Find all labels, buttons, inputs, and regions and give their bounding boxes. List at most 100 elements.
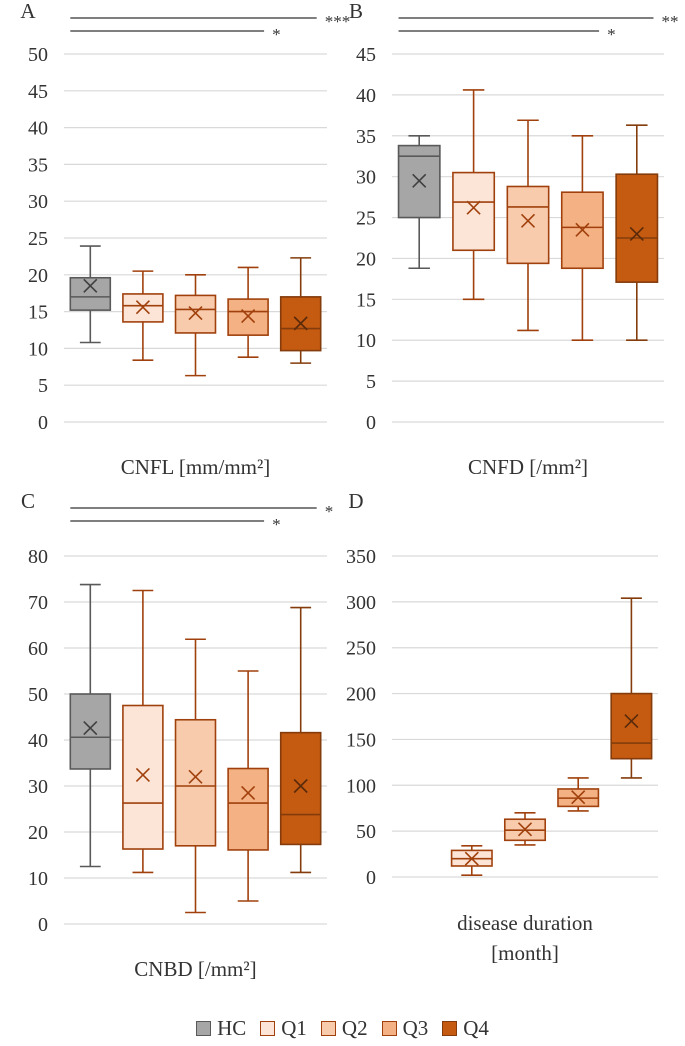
legend-item-q4: Q4 <box>442 1016 489 1041</box>
panel-b-ytick-label: 35 <box>356 126 376 148</box>
panel-d-ytick-label: 300 <box>346 592 376 614</box>
legend-label-q4: Q4 <box>463 1015 489 1040</box>
panel-c-box-q1-iqr <box>122 704 164 850</box>
panel-d-ytick-label: 250 <box>346 638 376 660</box>
panel-d-box-q3 <box>557 777 600 812</box>
panel-b-box-q4-iqr <box>615 173 659 283</box>
panel-d-box-q1-mean-marker <box>464 851 479 866</box>
panel-c-label: C <box>21 489 35 513</box>
panel-d-box-q2-mean-marker <box>517 822 533 837</box>
legend-label-hc: HC <box>217 1015 247 1040</box>
panel-c-ytick-label: 50 <box>28 684 48 706</box>
panel-a-ytick-label: 45 <box>28 81 48 103</box>
panel-b-ytick-label: 5 <box>366 371 376 393</box>
legend-label-q1: Q1 <box>281 1015 307 1040</box>
panel-c-ytick-label: 40 <box>28 730 48 752</box>
panel-c-significance-label: * <box>272 515 281 534</box>
panel-b-significance-label: ** <box>661 12 678 31</box>
panel-c-box-q3 <box>227 670 269 902</box>
panel-a-ytick-label: 30 <box>28 191 48 213</box>
legend-item-q3: Q3 <box>381 1015 429 1041</box>
panel-a-ytick-label: 35 <box>28 154 48 176</box>
panel-c-ytick-label: 70 <box>28 592 48 614</box>
panel-c-box-q2 <box>174 638 217 914</box>
panel-d-box-q2 <box>503 811 547 846</box>
panel-b-box-q1-mean-marker <box>466 200 481 215</box>
panel-b-box-hc <box>397 134 441 270</box>
panel-b-xlabel: CNFD [/mm²] <box>468 455 588 479</box>
panel-b-significance-label: * <box>607 25 616 44</box>
panel-b-ytick-label: 0 <box>366 412 376 434</box>
panel-a-box-q3-mean-marker <box>241 308 256 324</box>
panel-d-box-q4-mean-marker <box>624 714 639 729</box>
panel-a-box-q1-mean-marker <box>135 300 150 315</box>
panel-b-label: B <box>349 0 363 23</box>
legend-swatch-hc <box>196 1020 212 1036</box>
panel-b-ytick-label: 15 <box>356 289 376 311</box>
legend-swatch-q2 <box>320 1020 336 1036</box>
panel-d-ytick-label: 50 <box>356 821 376 843</box>
panel-c-ytick-label: 10 <box>28 868 48 890</box>
panel-a-ytick-label: 10 <box>28 338 48 360</box>
panel-c-ytick-label: 0 <box>38 914 48 936</box>
panel-c-box-q4-mean-marker <box>293 778 308 794</box>
panel-a-box-q1 <box>122 270 164 361</box>
panel-b-ytick-label: 20 <box>356 248 376 270</box>
panel-d-label: D <box>348 489 363 513</box>
panel-a-ytick-label: 20 <box>28 265 48 287</box>
panel-d-ytick-label: 200 <box>346 684 376 706</box>
panel-d-box-q1 <box>450 845 493 876</box>
panel-b-box-q3 <box>560 134 604 342</box>
panel-a-box-q4 <box>279 257 322 364</box>
panel-b-box-q2-iqr <box>506 185 550 265</box>
panel-b-box-q3-mean-marker <box>575 222 590 237</box>
panel-a-ytick-label: 5 <box>38 375 48 397</box>
panel-a-ytick-label: 15 <box>28 302 48 324</box>
legend-item-q1: Q1 <box>260 1016 307 1041</box>
panel-c-ytick-label: 80 <box>28 546 48 568</box>
panel-d-box-q3-mean-marker <box>571 790 586 805</box>
panel-b-ytick-label: 25 <box>356 208 376 230</box>
panel-c-box-hc-mean-marker <box>83 720 98 736</box>
panel-a-significance-label: *** <box>325 12 351 31</box>
panel-d-xlabel: disease duration <box>457 911 593 935</box>
panel-c-box-q2-iqr <box>174 718 217 847</box>
panel-b-ytick-label: 10 <box>356 330 376 352</box>
panel-c-box-q3-mean-marker <box>241 785 256 800</box>
panel-c-box-q2-mean-marker <box>188 769 203 784</box>
panel-c-box-q3-iqr <box>227 767 269 851</box>
legend-swatch-q4 <box>442 1020 458 1036</box>
panel-a-box-hc-mean-marker <box>83 278 98 293</box>
panel-d-ytick-label: 350 <box>346 546 376 568</box>
legend-swatch-q1 <box>260 1020 276 1036</box>
legend-item-hc: HC <box>196 1016 246 1041</box>
panel-a-ytick-label: 25 <box>28 228 48 250</box>
panel-c-box-hc <box>69 583 112 868</box>
panel-a-box-hc-iqr <box>69 276 112 311</box>
legend-item-q2: Q2 <box>320 1016 368 1041</box>
legend: HC Q1 Q2 Q3 Q4 <box>0 1010 685 1046</box>
panel-a-box-q2-mean-marker <box>188 306 203 321</box>
panel-a-box-q2 <box>174 273 217 377</box>
panel-a-ytick-label: 0 <box>38 412 48 434</box>
panel-c-box-q1-mean-marker <box>135 767 150 783</box>
panel-c-box-hc-iqr <box>69 693 112 770</box>
panel-c: C 0 10 20 30 40 50 60 70 80 CNBD [/mm²] * * <box>21 489 333 981</box>
panel-d-xlabel: [month] <box>491 941 559 965</box>
panel-b-box-q1-iqr <box>452 171 496 252</box>
panel-b-box-q4-mean-marker <box>629 226 644 241</box>
panel-c-xlabel: CNBD [/mm²] <box>134 957 256 981</box>
panel-d-ytick-label: 100 <box>346 775 376 797</box>
legend-label-q3: Q3 <box>402 1015 429 1040</box>
panel-b-box-q1 <box>452 89 496 301</box>
panel-a-xlabel: CNFL [mm/mm²] <box>121 455 271 479</box>
panel-a-significance-label: * <box>272 25 281 44</box>
panel-b-box-hc-mean-marker <box>412 173 427 188</box>
panel-d-box-q4-iqr <box>610 692 653 760</box>
panel-b-ytick-label: 30 <box>356 167 376 189</box>
panel-d-box-q4 <box>610 597 653 779</box>
panel-c-ytick-label: 60 <box>28 638 48 660</box>
